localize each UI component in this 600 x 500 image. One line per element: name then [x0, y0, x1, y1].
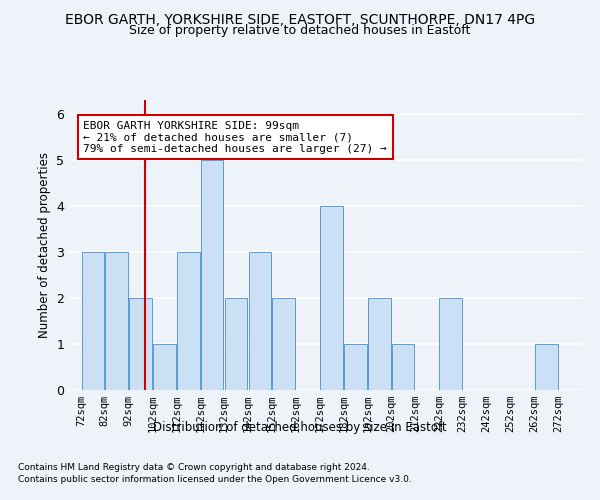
Text: EBOR GARTH YORKSHIRE SIDE: 99sqm
← 21% of detached houses are smaller (7)
79% of: EBOR GARTH YORKSHIRE SIDE: 99sqm ← 21% o…	[83, 120, 387, 154]
Bar	[106, 252, 128, 390]
Text: Size of property relative to detached houses in Eastoft: Size of property relative to detached ho…	[130, 24, 470, 37]
Bar	[368, 298, 391, 390]
Bar	[129, 298, 152, 390]
Bar	[153, 344, 176, 390]
Bar	[535, 344, 557, 390]
Bar	[248, 252, 271, 390]
Bar	[201, 160, 223, 390]
Text: Distribution of detached houses by size in Eastoft: Distribution of detached houses by size …	[153, 421, 447, 434]
Bar	[82, 252, 104, 390]
Bar	[439, 298, 462, 390]
Text: Contains HM Land Registry data © Crown copyright and database right 2024.: Contains HM Land Registry data © Crown c…	[18, 463, 370, 472]
Text: Contains public sector information licensed under the Open Government Licence v3: Contains public sector information licen…	[18, 476, 412, 484]
Bar	[344, 344, 367, 390]
Bar	[224, 298, 247, 390]
Bar	[177, 252, 200, 390]
Bar	[320, 206, 343, 390]
Bar	[272, 298, 295, 390]
Bar	[392, 344, 415, 390]
Y-axis label: Number of detached properties: Number of detached properties	[38, 152, 50, 338]
Text: EBOR GARTH, YORKSHIRE SIDE, EASTOFT, SCUNTHORPE, DN17 4PG: EBOR GARTH, YORKSHIRE SIDE, EASTOFT, SCU…	[65, 12, 535, 26]
